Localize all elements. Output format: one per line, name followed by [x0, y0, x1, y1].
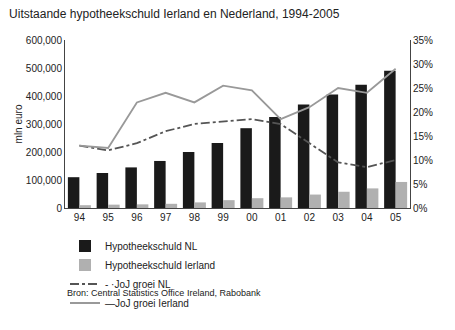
svg-text:15%: 15% [413, 131, 433, 142]
svg-text:02: 02 [304, 212, 316, 223]
svg-text:Bron: Central Statistics Offic: Bron: Central Statistics Office Ireland,… [67, 288, 261, 298]
svg-text:500,000: 500,000 [26, 63, 63, 74]
svg-text:0: 0 [56, 203, 62, 214]
svg-text:200,000: 200,000 [26, 147, 63, 158]
svg-text:- ·JoJ groei NL: - ·JoJ groei NL [105, 279, 171, 290]
svg-text:97: 97 [160, 212, 172, 223]
svg-text:30%: 30% [413, 59, 433, 70]
svg-text:05: 05 [390, 212, 402, 223]
svg-text:96: 96 [131, 212, 143, 223]
svg-text:Uitstaande hypotheekschuld Ier: Uitstaande hypotheekschuld Ierland en Ne… [9, 7, 340, 21]
svg-text:0%: 0% [413, 203, 428, 214]
svg-text:25%: 25% [413, 83, 433, 94]
svg-text:03: 03 [333, 212, 345, 223]
svg-text:Hypotheekschuld NL: Hypotheekschuld NL [105, 241, 198, 252]
svg-text:Hypotheekschuld Ierland: Hypotheekschuld Ierland [105, 260, 215, 271]
svg-text:95: 95 [103, 212, 115, 223]
svg-text:400,000: 400,000 [26, 91, 63, 102]
svg-text:00: 00 [246, 212, 258, 223]
svg-text:—JoJ groei Ierland: —JoJ groei Ierland [105, 298, 189, 309]
svg-text:5%: 5% [413, 179, 428, 190]
svg-text:01: 01 [275, 212, 287, 223]
svg-text:100,000: 100,000 [26, 175, 63, 186]
svg-text:300,000: 300,000 [26, 119, 63, 130]
svg-text:20%: 20% [413, 107, 433, 118]
svg-text:98: 98 [189, 212, 201, 223]
svg-text:35%: 35% [413, 35, 433, 46]
svg-text:94: 94 [74, 212, 86, 223]
svg-text:99: 99 [218, 212, 230, 223]
svg-text:10%: 10% [413, 155, 433, 166]
svg-text:04: 04 [361, 212, 373, 223]
svg-text:mln euro: mln euro [13, 104, 24, 143]
svg-text:600,000: 600,000 [26, 35, 63, 46]
